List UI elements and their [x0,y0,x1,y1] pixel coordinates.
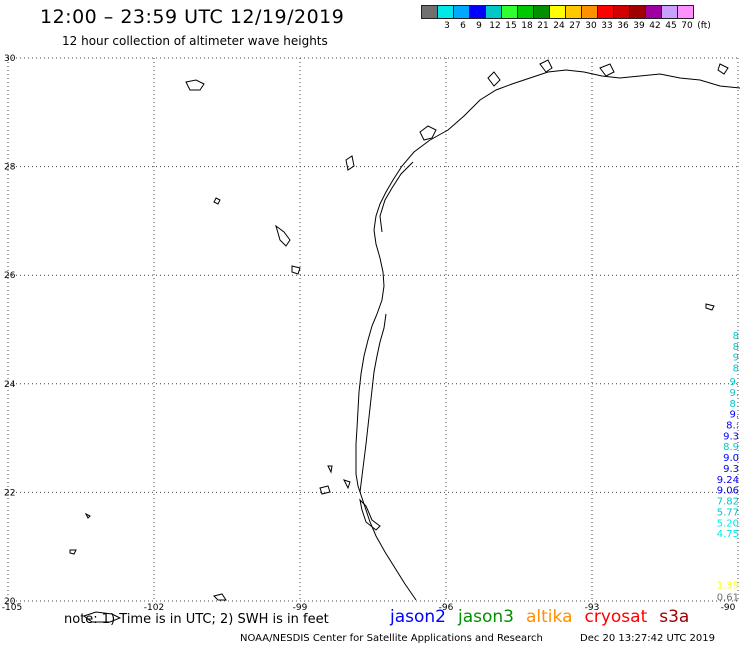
legend-swatch [677,5,694,19]
spot-3 [84,512,91,519]
legend-swatches [421,5,694,19]
swh-value: 0.61 [717,593,739,604]
island-big [82,611,122,623]
legend-label: 27 [569,21,581,31]
lake-2 [291,265,301,275]
bay-1 [419,125,437,141]
swh-value: 5.20 [717,518,739,529]
legend-label: 70 [681,21,693,31]
timestamp-text: Dec 20 13:27:42 UTC 2019 [580,633,715,644]
spot-9 [717,63,729,75]
lake-3 [345,155,355,171]
legend-label: 6 [460,21,466,31]
lat-tick-label: 22 [4,488,15,498]
swh-value: 9.06 [717,486,739,497]
swh-value: 8. [729,399,739,410]
coastline [69,59,740,623]
bay-4 [599,63,615,77]
lon-tick-label: -96 [439,603,454,613]
swh-readings: 88989.9.8.9.8.:9.38.99.09.39.249.067.825… [717,331,739,604]
legend-unit: (ft) [697,21,711,31]
map-subtitle: 12 hour collection of altimeter wave hei… [62,34,328,48]
lake-1 [275,224,291,247]
lat-tick-label: 30 [4,54,16,64]
coastline-mainland [355,69,740,601]
legend-label: 9 [476,21,482,31]
note-text: note: 1) Time is in UTC; 2) SWH is in fe… [64,612,329,627]
swh-value: 1.39 [717,581,739,592]
bay-2 [487,71,501,87]
satellite-name: altika [526,607,573,627]
spot-2 [705,303,715,311]
legend-label: 18 [521,21,533,31]
legend-label: 15 [505,21,517,31]
legend-label: 42 [649,21,661,31]
coastline-barrier [359,313,387,493]
spot-8 [343,479,351,490]
island-north [185,79,205,91]
satellite-name: s3a [659,607,690,627]
coastline-barrier-north [379,161,414,233]
swh-value: 8 [733,331,739,342]
grid-lines [7,57,739,602]
spot-6 [327,465,333,474]
legend-label: 45 [665,21,677,31]
legend-label: 36 [617,21,629,31]
legend-label: 3 [444,21,450,31]
bay-3 [539,59,553,73]
legend-label: 33 [601,21,613,31]
swh-value: 8 [733,342,739,353]
lat-tick-label: 20 [4,597,16,607]
color-legend: 3 6 9 12 15 18 21 24 27 30 33 36 39 42 45 70 (ft) [421,5,711,33]
swh-value: 9. [729,410,739,421]
satellite-name: cryosat [584,607,648,627]
legend-label: 21 [537,21,549,31]
satellite-legend: jason2 jason3 altika cryosat s3a [390,607,701,627]
spot-7 [213,593,227,601]
swh-value: 8.: [726,421,739,432]
swh-value: 9 [733,353,739,364]
spot-1 [213,197,221,205]
bay-5 [359,498,381,531]
swh-value: 9. [729,377,739,388]
satellite-name: jason3 [458,607,514,627]
legend-label: 30 [585,21,597,31]
lon-tick-label: -90 [721,603,736,613]
lon-tick-label: -93 [585,603,600,613]
credit-text: NOAA/NESDIS Center for Satellite Applica… [240,633,543,644]
legend-label: 39 [633,21,645,31]
swh-value: 9.3 [723,464,739,475]
lon-tick-label: -99 [293,603,308,613]
lat-tick-label: 26 [4,271,16,281]
swh-value: 9.0 [723,453,739,464]
satellite-name: jason2 [390,607,446,627]
swh-value: 8.9 [723,442,739,453]
lat-tick-label: 28 [4,163,16,173]
legend-label: 12 [489,21,501,31]
lon-tick-label: -105 [2,603,22,613]
swh-value: 4.75 [717,529,739,540]
swh-value: 5.77 [717,507,739,518]
swh-value: 9.3 [723,431,739,442]
axis-tick-labels: -105 -102 -99 -96 -93 -90 30 28 26 24 22 20 [2,54,736,613]
swh-value: 7.82 [717,497,739,508]
lon-tick-label: -102 [144,603,164,613]
swh-value: 8 [733,364,739,375]
legend-labels: 3 6 9 12 15 18 21 24 27 30 33 36 39 42 45 70 (ft) [421,19,711,33]
map-title: 12:00 – 23:59 UTC 12/19/2019 [40,6,345,28]
legend-label: 24 [553,21,565,31]
swh-value: 9.24 [717,475,739,486]
spot-5 [319,485,331,495]
swh-value: 9. [729,388,739,399]
lat-tick-label: 24 [4,380,16,390]
spot-4 [69,549,77,555]
